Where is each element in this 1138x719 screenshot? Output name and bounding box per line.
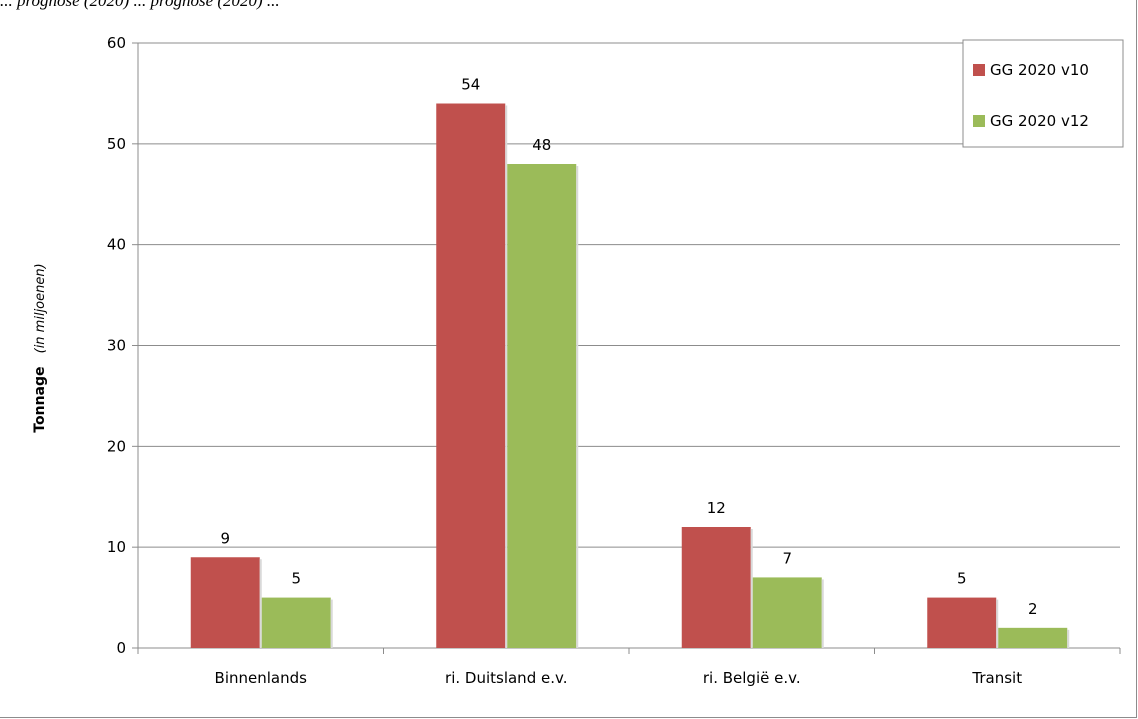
y-axis-title: Tonnage bbox=[32, 366, 48, 432]
bar-gg-2020-v12-1 bbox=[507, 164, 577, 648]
y-tick-label: 50 bbox=[107, 135, 126, 153]
gridlines bbox=[138, 42, 1120, 548]
y-axis-unit: (in miljoenen) bbox=[33, 263, 48, 353]
data-labels: 9 5 54 48 12 7 5 2 bbox=[220, 76, 1037, 618]
data-label: 5 bbox=[291, 570, 301, 588]
bar-shadow bbox=[821, 579, 824, 648]
data-label: 9 bbox=[220, 529, 230, 547]
data-label: 2 bbox=[1028, 600, 1038, 618]
data-label: 12 bbox=[707, 499, 726, 517]
bar-gg-2020-v10-2 bbox=[681, 527, 751, 648]
legend-label: GG 2020 v10 bbox=[990, 61, 1089, 79]
bar-shadow bbox=[330, 599, 333, 648]
bar-shadow bbox=[750, 529, 753, 648]
bars bbox=[190, 103, 1070, 648]
data-label: 7 bbox=[782, 549, 792, 567]
legend-swatch bbox=[973, 64, 985, 76]
legend-box bbox=[962, 39, 1124, 148]
legend-label: GG 2020 v12 bbox=[990, 112, 1089, 130]
y-tick-label: 10 bbox=[107, 538, 126, 556]
tick-labels: 0 10 20 30 40 50 60 Binnenlands ri. Duitsland e.… bbox=[107, 34, 1022, 687]
top-caption: ... prognose (2020) ... prognose (2020) … bbox=[0, 0, 280, 10]
bar-gg-2020-v10-1 bbox=[436, 103, 506, 648]
category-label: Transit bbox=[971, 669, 1022, 687]
bar-gg-2020-v10-3 bbox=[927, 597, 997, 648]
data-label: 5 bbox=[957, 570, 967, 588]
category-label: Binnenlands bbox=[215, 669, 308, 687]
y-tick-label: 0 bbox=[116, 639, 126, 657]
category-label: ri. België e.v. bbox=[703, 669, 801, 687]
y-tick-label: 60 bbox=[107, 34, 126, 52]
category-label: ri. Duitsland e.v. bbox=[445, 669, 567, 687]
bar-gg-2020-v10-0 bbox=[190, 557, 260, 648]
data-label: 48 bbox=[532, 136, 551, 154]
bar-gg-2020-v12-0 bbox=[261, 597, 331, 648]
bar-shadow bbox=[259, 559, 262, 648]
legend-swatch bbox=[973, 115, 985, 127]
bar-shadow bbox=[996, 599, 999, 648]
bar-shadow bbox=[505, 105, 508, 648]
bar-shadow bbox=[576, 166, 579, 648]
data-label: 54 bbox=[461, 76, 480, 94]
y-axis-label: Tonnage (in miljoenen) bbox=[29, 263, 48, 432]
bar-gg-2020-v12-3 bbox=[998, 627, 1068, 648]
bar-gg-2020-v12-2 bbox=[752, 577, 822, 648]
y-tick-label: 30 bbox=[107, 337, 126, 355]
legend: GG 2020 v10 GG 2020 v12 bbox=[962, 39, 1124, 148]
y-tick-label: 20 bbox=[107, 437, 126, 455]
y-tick-label: 40 bbox=[107, 236, 126, 254]
bar-shadow bbox=[1067, 629, 1070, 648]
